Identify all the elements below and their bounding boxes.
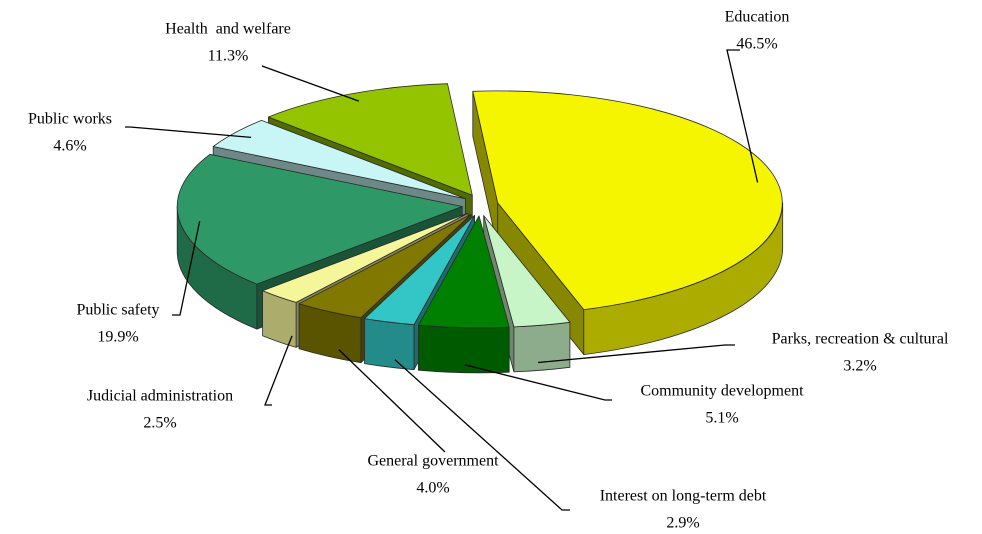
slice-label: Community development <box>640 383 804 400</box>
slice-top <box>298 214 472 319</box>
slice-label: General government <box>367 453 499 470</box>
slice-top <box>262 212 469 303</box>
slice-top <box>268 83 473 196</box>
slice-value-label: 11.3% <box>208 48 249 65</box>
leader-line <box>125 126 252 139</box>
slice-label: Interest on long-term debt <box>600 488 767 505</box>
leader-line <box>464 364 612 401</box>
slice-label: Health and welfare <box>165 21 291 38</box>
slice-value-label: 46.5% <box>736 36 777 53</box>
slice-top <box>364 214 475 326</box>
slice <box>418 215 510 374</box>
slice-top <box>472 90 783 310</box>
pie <box>176 83 784 374</box>
slice-value-label: 3.2% <box>843 358 876 375</box>
slice-label: Education <box>725 9 790 26</box>
slice-value-label: 5.1% <box>705 410 738 427</box>
slice-top <box>212 120 466 199</box>
slice-value-label: 19.9% <box>97 329 138 346</box>
leader-line <box>172 220 201 316</box>
slice-top <box>483 215 571 328</box>
slice-wall <box>513 321 571 373</box>
slice-label: Public works <box>28 111 112 128</box>
slice-value-label: 2.9% <box>666 515 699 532</box>
slice-wall <box>418 324 510 374</box>
slice-label: Parks, recreation & cultural <box>772 331 949 348</box>
slice-value-label: 2.5% <box>143 415 176 432</box>
slice-value-label: 4.6% <box>53 138 86 155</box>
slice-wall <box>364 318 415 371</box>
leader-line <box>261 65 360 102</box>
slice-label: Judicial administration <box>87 388 233 405</box>
slice-top <box>176 153 463 285</box>
leader-line <box>726 49 759 183</box>
slice-label: Public safety <box>76 302 159 319</box>
leader-line <box>538 344 735 364</box>
slice-value-label: 4.0% <box>416 480 449 497</box>
leader-line <box>264 335 293 406</box>
slice-top <box>418 215 510 329</box>
leader-line <box>394 359 570 511</box>
leader-line <box>338 349 446 453</box>
